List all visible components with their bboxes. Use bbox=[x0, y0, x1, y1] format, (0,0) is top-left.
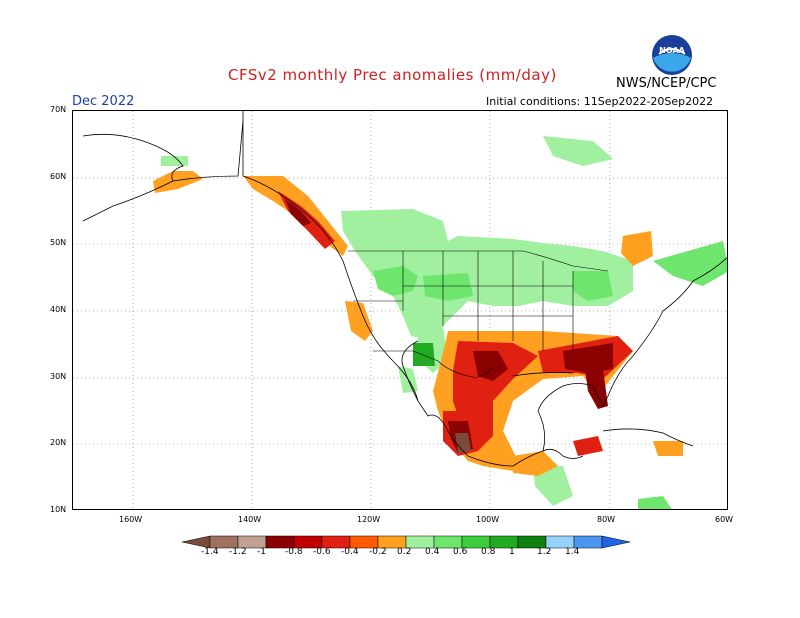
lat-label-50n: 50N bbox=[50, 238, 67, 247]
noaa-logo: NOAA bbox=[652, 35, 692, 75]
organization-label: NWS/NCEP/CPC bbox=[616, 76, 717, 91]
logo-text: NOAA bbox=[659, 46, 685, 55]
colorbar-tick-label: -0.6 bbox=[313, 547, 331, 557]
lat-label-20n: 20N bbox=[50, 438, 67, 447]
initial-conditions: Initial conditions: 11Sep2022-20Sep2022 bbox=[486, 95, 714, 108]
colorbar-tick-label: 0.6 bbox=[453, 547, 468, 557]
dry-anomalies bbox=[153, 171, 683, 476]
colorbar-tick-label: 1.2 bbox=[537, 547, 552, 557]
colorbar-tick-label: -0.2 bbox=[369, 547, 387, 557]
wet-anomalies bbox=[161, 136, 727, 509]
colorbar-tick-label: 1.4 bbox=[565, 547, 580, 557]
borders bbox=[348, 250, 609, 378]
colorbar-tick-label: -1.4 bbox=[201, 547, 219, 557]
colorbar-tick-label: 0.2 bbox=[397, 547, 412, 557]
map-panel bbox=[72, 110, 728, 510]
colorbar bbox=[181, 535, 631, 549]
lon-label-80w: 80W bbox=[597, 515, 616, 524]
lat-label-10n: 10N bbox=[50, 505, 67, 514]
colorbar-tick-label: 0.8 bbox=[481, 547, 496, 557]
lat-label-30n: 30N bbox=[50, 372, 67, 381]
colorbar-tick-label: -1 bbox=[257, 547, 266, 557]
colorbar-swatch bbox=[601, 535, 631, 549]
valid-month: Dec 2022 bbox=[72, 94, 135, 109]
colorbar-tick-label: -1.2 bbox=[229, 547, 247, 557]
map-canvas bbox=[73, 111, 727, 509]
lat-label-40n: 40N bbox=[50, 305, 67, 314]
lon-label-100w: 100W bbox=[476, 515, 500, 524]
lon-label-160w: 160W bbox=[119, 515, 143, 524]
lat-label-70n: 70N bbox=[50, 105, 67, 114]
lat-label-60n: 60N bbox=[50, 172, 67, 181]
colorbar-tick-label: 1 bbox=[509, 547, 515, 557]
coastlines bbox=[82, 111, 727, 467]
colorbar-tick-label: -0.8 bbox=[285, 547, 303, 557]
lon-label-120w: 120W bbox=[357, 515, 381, 524]
lon-label-60w: 60W bbox=[715, 515, 734, 524]
colorbar-tick-label: 0.4 bbox=[425, 547, 440, 557]
chart-title: CFSv2 monthly Prec anomalies (mm/day) bbox=[228, 66, 557, 84]
lon-label-140w: 140W bbox=[238, 515, 262, 524]
colorbar-tick-label: -0.4 bbox=[341, 547, 359, 557]
